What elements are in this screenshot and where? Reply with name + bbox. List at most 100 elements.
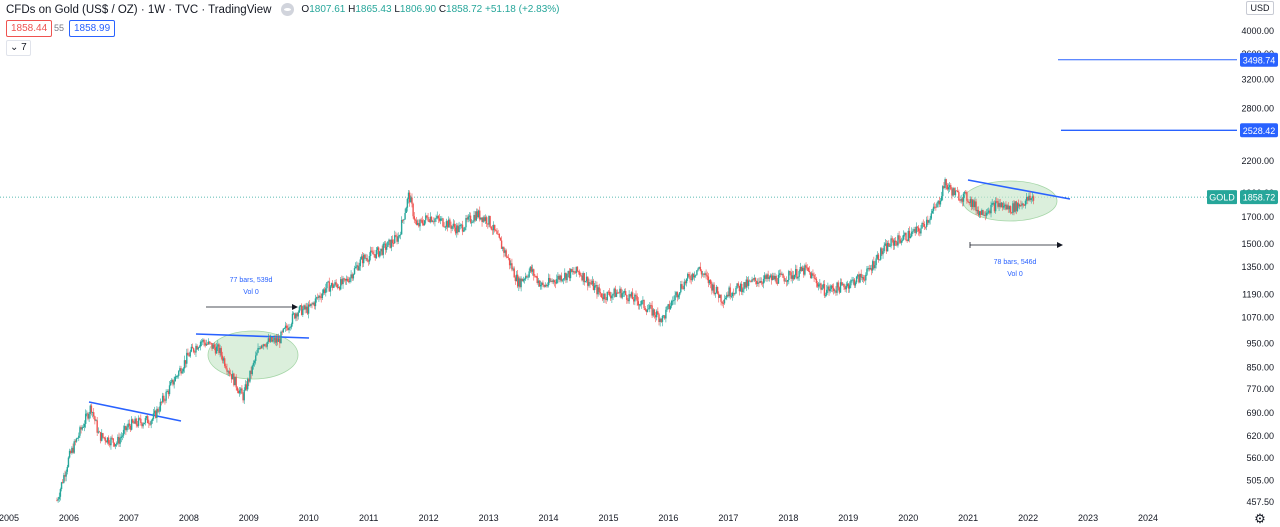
- candle-body: [760, 281, 762, 283]
- candle-body: [367, 260, 370, 262]
- candle-body: [224, 358, 226, 367]
- time-tick-label: 2022: [1018, 513, 1038, 523]
- candle-body: [227, 371, 229, 372]
- candle-body: [485, 217, 488, 224]
- candle-body: [560, 275, 563, 281]
- currency-select[interactable]: USD: [1246, 1, 1274, 15]
- candle-body: [813, 274, 815, 279]
- candle-body: [990, 204, 992, 214]
- candle-body: [885, 243, 888, 252]
- candle-body: [639, 304, 642, 306]
- price-label: 1858.72: [1243, 193, 1276, 203]
- candle-body: [246, 379, 249, 390]
- candle-body: [298, 306, 301, 313]
- candle-body: [843, 284, 845, 288]
- candle-body: [418, 223, 420, 227]
- candle-body: [768, 277, 770, 279]
- candle-body: [112, 438, 114, 443]
- candle-body: [90, 405, 93, 413]
- candle-body: [672, 300, 674, 302]
- candle-body: [197, 347, 199, 350]
- buy-price-button[interactable]: 1858.99: [69, 20, 116, 37]
- candle-body: [938, 200, 941, 205]
- candle-body: [475, 211, 478, 221]
- candle-body: [596, 285, 598, 295]
- candle-body: [71, 447, 73, 453]
- eye-icon[interactable]: [281, 3, 295, 16]
- candle-body: [421, 220, 424, 224]
- candle-body: [591, 280, 594, 285]
- candle-body: [619, 288, 621, 293]
- candle-body: [1004, 204, 1006, 207]
- candle-body: [360, 256, 363, 260]
- candle-body: [242, 393, 244, 401]
- candle-body: [245, 384, 248, 390]
- chevron-down-icon: ⌄: [10, 42, 19, 53]
- candle-body: [732, 292, 735, 294]
- indicators-toggle-button[interactable]: ⌄ 7: [6, 40, 31, 56]
- candle-body: [888, 242, 890, 247]
- candle-body: [63, 475, 65, 483]
- gear-icon[interactable]: ⚙: [1254, 511, 1266, 526]
- candle-body: [180, 368, 182, 374]
- price-tick-label: 620.00: [1246, 431, 1274, 441]
- candle-body: [491, 229, 494, 231]
- candle-body: [536, 276, 538, 284]
- candle-body: [957, 191, 959, 193]
- candle-body: [657, 311, 659, 315]
- candle-body: [641, 300, 643, 305]
- candle-body: [894, 240, 897, 243]
- time-tick-label: 2006: [59, 513, 79, 523]
- candle-body: [206, 343, 209, 345]
- candle-body: [633, 299, 635, 302]
- candle-body: [923, 223, 926, 227]
- candle-body: [415, 220, 418, 225]
- candle-body: [890, 238, 892, 247]
- price-tick-label: 2800.00: [1241, 104, 1274, 114]
- candle-body: [676, 292, 679, 298]
- candle-body: [700, 270, 703, 275]
- candle-body: [718, 293, 720, 298]
- candle-body: [953, 188, 955, 196]
- candle-body: [597, 287, 599, 295]
- candle-body: [326, 282, 328, 289]
- symbol-title[interactable]: CFDs on Gold (US$ / OZ) · 1W · TVC · Tra…: [6, 3, 272, 16]
- time-tick-label: 2012: [419, 513, 439, 523]
- candle-body: [319, 295, 321, 298]
- candle-body: [937, 200, 939, 204]
- candle-body: [554, 282, 557, 284]
- candle-body: [598, 287, 600, 293]
- candle-body: [646, 309, 649, 312]
- candle-body: [511, 263, 513, 270]
- candle-body: [495, 230, 497, 232]
- candle-body: [338, 287, 341, 290]
- candle-body: [257, 348, 259, 353]
- candle-body: [276, 338, 279, 342]
- candle-body: [909, 236, 912, 239]
- candle-body: [205, 343, 208, 346]
- candle-body: [570, 269, 573, 272]
- candle-body: [204, 342, 206, 346]
- candle-body: [919, 231, 921, 234]
- sell-price-button[interactable]: 1858.44: [6, 20, 53, 37]
- candle-body: [753, 277, 756, 280]
- candle-body: [883, 245, 885, 252]
- candle-body: [174, 376, 176, 382]
- candle-body: [389, 239, 391, 248]
- candle-body: [466, 218, 468, 220]
- candle-body: [935, 206, 937, 208]
- candle-body: [636, 296, 638, 302]
- candle-body: [462, 230, 465, 232]
- candle-body: [928, 220, 930, 223]
- candle-body: [222, 358, 225, 361]
- candle-body: [451, 226, 453, 229]
- candle-body: [614, 288, 617, 297]
- candle-body: [776, 282, 779, 284]
- candle-body: [481, 217, 483, 222]
- candle-body: [567, 270, 569, 274]
- candle-body: [335, 282, 337, 285]
- candle-body: [181, 371, 183, 374]
- candle-body: [148, 423, 150, 424]
- candle-body: [806, 267, 808, 269]
